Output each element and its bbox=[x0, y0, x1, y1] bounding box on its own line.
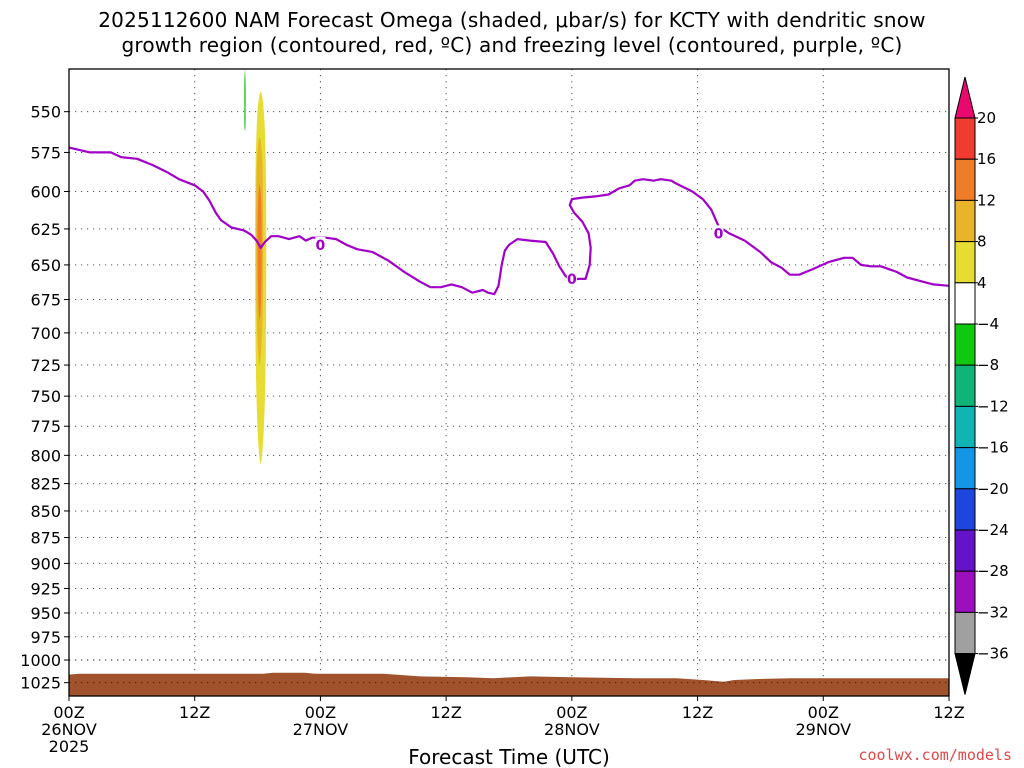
omega-shaded-region bbox=[257, 183, 262, 320]
colorbar-segment bbox=[954, 405, 976, 449]
x-tick-label: 12Z bbox=[682, 703, 713, 722]
y-tick-label: 1025 bbox=[20, 674, 61, 693]
gridlines bbox=[68, 69, 950, 696]
colorbar-label: 4 bbox=[977, 274, 987, 292]
colorbar-segment bbox=[954, 529, 976, 572]
freezing-level-layer: 0 0 0 bbox=[68, 146, 950, 296]
credit-text[interactable]: coolwx.com/models bbox=[858, 746, 1012, 764]
freezing-level-label: 0 bbox=[316, 238, 326, 254]
y-tick-label: 650 bbox=[30, 256, 61, 275]
colorbar-segment bbox=[954, 282, 976, 325]
freezing-level-label: 0 bbox=[714, 226, 724, 242]
colorbar-label: 8 bbox=[977, 233, 987, 251]
x-tick-label: 29NOV bbox=[795, 720, 851, 739]
omega-shaded-region bbox=[244, 69, 246, 132]
colorbar-segment bbox=[954, 488, 976, 531]
ground-surface-layer bbox=[69, 659, 949, 696]
y-tick-label: 850 bbox=[30, 502, 61, 521]
colorbar-segment bbox=[954, 611, 976, 655]
colorbar-label: −12 bbox=[977, 397, 1009, 415]
y-tick-label: 975 bbox=[30, 628, 61, 647]
omega-colorbar: 20 16 12 8 4 −4 −8 −12 −16 −20 −24 −28 −32 −36 bbox=[954, 76, 1009, 695]
colorbar-segment bbox=[954, 199, 976, 243]
ground-surface bbox=[69, 672, 949, 696]
colorbar-label: −4 bbox=[977, 315, 999, 333]
colorbar-segment bbox=[954, 117, 976, 160]
colorbar-label: 16 bbox=[977, 150, 996, 168]
freezing-level-line bbox=[68, 146, 950, 296]
y-tick-label: 575 bbox=[30, 143, 61, 162]
y-tick-label: 775 bbox=[30, 417, 61, 436]
x-tick-label: 00Z bbox=[808, 703, 839, 722]
freezing-level-label: 0 bbox=[567, 272, 577, 288]
plot-frame bbox=[68, 68, 950, 697]
x-tick-label: 27NOV bbox=[293, 720, 349, 739]
y-tick-label: 625 bbox=[30, 220, 61, 239]
colorbar-top-arrow bbox=[954, 76, 976, 119]
colorbar-bottom-arrow bbox=[954, 653, 976, 695]
x-tick-label: 2025 bbox=[49, 737, 90, 756]
x-tick-label: 12Z bbox=[179, 703, 210, 722]
colorbar-label: −20 bbox=[977, 480, 1009, 498]
x-tick-label: 00Z bbox=[556, 703, 587, 722]
colorbar-label: −32 bbox=[977, 603, 1009, 621]
colorbar-label: −16 bbox=[977, 439, 1009, 457]
y-tick-label: 550 bbox=[30, 103, 61, 122]
x-tick-label: 12Z bbox=[933, 703, 964, 722]
colorbar-segment bbox=[954, 323, 976, 366]
x-tick-label: 00Z bbox=[53, 703, 84, 722]
x-tick-label: 26NOV bbox=[41, 720, 97, 739]
y-tick-label: 1000 bbox=[20, 651, 61, 670]
colorbar-label: 20 bbox=[977, 109, 996, 127]
colorbar-label: 12 bbox=[977, 191, 996, 209]
y-tick-label: 700 bbox=[30, 324, 61, 343]
contour-label-bg bbox=[713, 225, 724, 242]
colorbar-label: −24 bbox=[977, 521, 1009, 539]
chart-title-line-1: 2025112600 NAM Forecast Omega (shaded, μ… bbox=[98, 8, 926, 32]
colorbar-segment bbox=[954, 364, 976, 407]
y-tick-label: 750 bbox=[30, 387, 61, 406]
colorbar-segment bbox=[954, 570, 976, 613]
y-tick-label: 800 bbox=[30, 446, 61, 465]
y-tick-label: 900 bbox=[30, 554, 61, 573]
colorbar-label: −28 bbox=[977, 562, 1009, 580]
omega-shading-layer bbox=[244, 69, 267, 465]
y-tick-label: 950 bbox=[30, 604, 61, 623]
colorbar-segment bbox=[954, 158, 976, 201]
y-axis-pressure-ticks: 550 575 600 625 650 675 700 725 750 775 800 825 850 8… bbox=[20, 103, 69, 693]
y-tick-label: 875 bbox=[30, 529, 61, 548]
y-tick-label: 825 bbox=[30, 475, 61, 494]
contour-label-bg bbox=[315, 236, 326, 253]
y-tick-label: 925 bbox=[30, 580, 61, 599]
x-tick-label: 28NOV bbox=[544, 720, 600, 739]
y-tick-label: 600 bbox=[30, 182, 61, 201]
colorbar-label: −8 bbox=[977, 356, 999, 374]
y-tick-label: 675 bbox=[30, 291, 61, 310]
colorbar-segment bbox=[954, 447, 976, 490]
y-tick-label: 725 bbox=[30, 356, 61, 375]
contour-label-bg bbox=[566, 270, 577, 287]
chart-title-line-2: growth region (contoured, red, ºC) and f… bbox=[121, 33, 903, 57]
x-tick-label: 12Z bbox=[430, 703, 461, 722]
colorbar-label: −36 bbox=[977, 645, 1009, 663]
x-axis-label: Forecast Time (UTC) bbox=[408, 745, 610, 768]
colorbar-segment bbox=[954, 241, 976, 284]
x-tick-label: 00Z bbox=[305, 703, 336, 722]
